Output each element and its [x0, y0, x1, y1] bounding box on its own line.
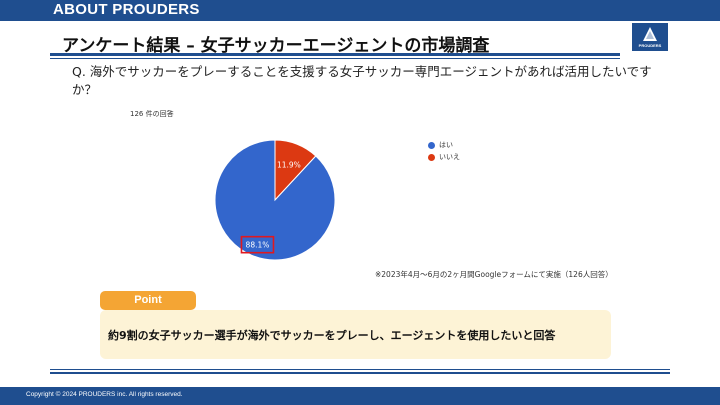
point-text: 約9割の女子サッカー選手が海外でサッカーをプレーし、エージェントを使用したいと回… [108, 329, 556, 342]
legend-item-no: いいえ [428, 151, 460, 163]
pie-slice-yes [214, 139, 336, 261]
mountain-icon [643, 27, 657, 41]
slide-title: アンケート結果 – 女子サッカーエージェントの市場調査 [62, 36, 490, 56]
bottom-rule-thick [50, 372, 670, 374]
response-count: 126 件の回答 [130, 110, 174, 118]
pie-label-no: 11.9% [277, 161, 301, 170]
section-title: ABOUT PROUDERS [53, 1, 200, 18]
legend-swatch [428, 153, 435, 161]
title-underline [50, 53, 620, 56]
legend-item-yes: はい [428, 139, 460, 151]
highlight-box [240, 235, 275, 254]
chart-legend: はい いいえ [428, 139, 460, 163]
pie-label-yes: 88.1% [246, 241, 270, 250]
logo-text: PROUDERS [638, 43, 662, 48]
copyright: Copyright © 2024 PROUDERS inc. All right… [26, 391, 183, 398]
legend-swatch [428, 141, 435, 149]
point-box: 約9割の女子サッカー選手が海外でサッカーをプレーし、エージェントを使用したいと回… [100, 310, 611, 359]
prouders-logo: PROUDERS [632, 23, 668, 51]
survey-question: Q. 海外でサッカーをプレーすることを支援する女子サッカー専門エージェントがあれ… [72, 64, 652, 97]
survey-note: ※2023年4月～6月の2ヶ月間Googleフォームにて実施（126人回答） [375, 270, 613, 279]
point-badge: Point [100, 291, 196, 310]
footer: Copyright © 2024 PROUDERS inc. All right… [0, 387, 720, 405]
top-banner: ABOUT PROUDERS [0, 0, 720, 21]
pie-chart: 11.9% 88.1% [214, 139, 336, 261]
bottom-rule [50, 369, 670, 370]
title-underline-thin [50, 58, 620, 59]
legend-label: いいえ [439, 153, 460, 161]
legend-label: はい [439, 141, 453, 149]
